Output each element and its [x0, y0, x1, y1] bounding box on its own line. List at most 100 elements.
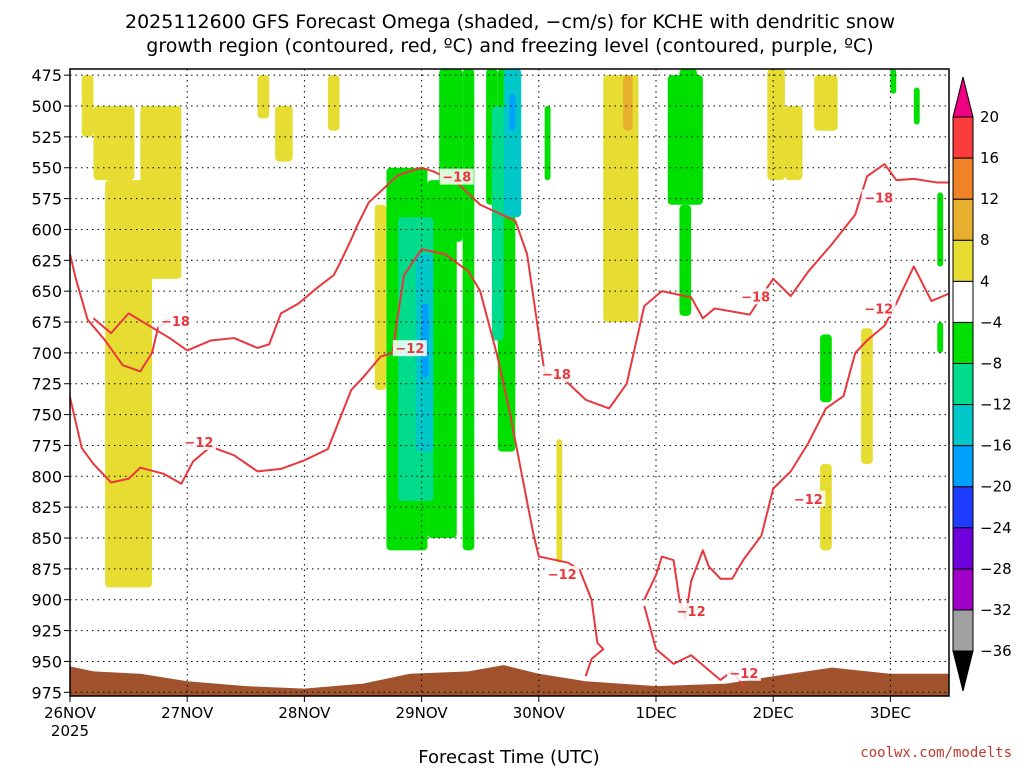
- x-axis-label: Forecast Time (UTC): [418, 747, 599, 768]
- omega-region-36: [509, 93, 516, 131]
- y-tick-label-17: 900: [31, 591, 62, 610]
- contour-label-4: −18: [864, 192, 893, 207]
- omega-region-10: [623, 75, 633, 131]
- contour-label-bg-2: [539, 366, 574, 383]
- y-tick-label-10: 725: [31, 375, 62, 394]
- colorbar-bin-6: [952, 362, 974, 406]
- contour-label-6: −12: [395, 342, 424, 357]
- y-tick-label-4: 575: [31, 190, 62, 209]
- y-tick-label-12: 775: [31, 436, 62, 455]
- contour-label-bg-5: [181, 433, 216, 450]
- colorbar-bin-10: [952, 198, 974, 241]
- colorbar-tick-0: −36: [980, 642, 1012, 660]
- colorbar-bin-1: [952, 568, 974, 611]
- dgz-contour-1: [69, 253, 171, 373]
- y-tick-label-6: 625: [31, 251, 62, 270]
- colorbar-bin-7: [952, 321, 974, 364]
- colorbar-tick-6: −12: [980, 396, 1012, 414]
- chart-title-line-1: 2025112600 GFS Forecast Omega (shaded, −…: [125, 11, 895, 33]
- x-tick-label-2: 28NOV: [278, 704, 331, 722]
- omega-region-1: [93, 106, 135, 181]
- colorbar-tick-7: −8: [980, 354, 1002, 372]
- y-tick-label-5: 600: [31, 220, 62, 239]
- omega-region-24: [820, 334, 832, 403]
- contour-label-bg-11: [861, 300, 896, 317]
- x-tick-label-5: 1DEC: [635, 704, 676, 722]
- y-tick-label-1: 500: [31, 97, 62, 116]
- omega-region-15: [861, 328, 873, 464]
- colorbar-bin-2: [952, 527, 974, 570]
- omega-region-34: [491, 106, 504, 341]
- colorbar-tick-11: 12: [980, 190, 999, 208]
- contour-label-bg-10: [791, 490, 826, 507]
- grid-lines: [70, 69, 949, 696]
- surface-terrain: [70, 665, 949, 696]
- y-axis: 475 500 525 550 575 600 625 650 675 700 725 750 775 8…: [31, 66, 70, 702]
- x-tick-label-6: 2DEC: [753, 704, 794, 722]
- colorbar-tick-5: −16: [980, 437, 1012, 455]
- omega-region-3: [140, 106, 182, 279]
- omega-region-7: [374, 204, 387, 390]
- contour-label-bg-3: [738, 288, 773, 305]
- x-tick-label-0: 26NOV: [44, 704, 97, 722]
- omega-region-5: [275, 106, 293, 162]
- contour-label-8: −12: [677, 605, 706, 620]
- omega-region-17: [462, 69, 475, 551]
- dgz-contour-3: [643, 265, 950, 620]
- surface-fill: [70, 665, 949, 696]
- colorbar-bin-11: [952, 157, 974, 200]
- omega-region-8: [556, 439, 563, 563]
- contour-label-7: −12: [548, 568, 577, 583]
- colorbar: −36 −32 −28 −24 −20 −16 −12 −8 −4 4 8 12 16 20: [952, 76, 1012, 692]
- colorbar-tick-8: −4: [980, 313, 1002, 331]
- dgz-contour-2: [69, 248, 605, 677]
- colorbar-bin-9: [952, 239, 974, 282]
- y-tick-label-8: 675: [31, 313, 62, 332]
- omega-region-28: [937, 322, 944, 353]
- y-tick-label-2: 525: [31, 128, 62, 147]
- colorbar-bin-12: [952, 116, 974, 159]
- y-tick-label-15: 850: [31, 529, 62, 548]
- colorbar-tick-13: 20: [980, 108, 999, 126]
- omega-region-6: [327, 75, 340, 131]
- omega-region-2: [105, 180, 153, 588]
- y-tick-label-19: 950: [31, 652, 62, 671]
- omega-region-33: [503, 69, 522, 218]
- colorbar-bin-4: [952, 445, 974, 488]
- contour-label-bg-6: [392, 340, 427, 357]
- colorbar-bin-3: [952, 486, 974, 529]
- contour-label-bg-8: [674, 603, 709, 620]
- omega-region-14: [820, 463, 832, 551]
- x-tick-label-1: 27NOV: [161, 704, 214, 722]
- x-tick-label-3: 29NOV: [396, 704, 449, 722]
- x-tick-sublabel-0: 2025: [51, 722, 89, 740]
- y-tick-label-14: 825: [31, 498, 62, 517]
- contour-label-1: −18: [442, 171, 471, 186]
- chart-title-line-2: growth region (contoured, red, ºC) and f…: [146, 35, 873, 57]
- contour-label-bg-9: [726, 664, 761, 681]
- contour-label-bg-0: [158, 313, 193, 330]
- x-tick-label-4: 30NOV: [513, 704, 566, 722]
- contour-label-2: −18: [542, 368, 571, 383]
- x-tick-label-7: 3DEC: [870, 704, 911, 722]
- y-tick-label-18: 925: [31, 622, 62, 641]
- colorbar-over-arrow: [952, 76, 974, 118]
- y-tick-label-11: 750: [31, 406, 62, 425]
- contour-label-9: −12: [729, 667, 758, 682]
- y-tick-label-20: 975: [31, 683, 62, 702]
- colorbar-tick-1: −32: [980, 601, 1012, 619]
- y-tick-label-3: 550: [31, 159, 62, 178]
- colorbar-under-arrow: [952, 650, 974, 692]
- colorbar-bin-0: [952, 609, 974, 652]
- y-tick-label-16: 875: [31, 560, 62, 579]
- colorbar-bin-5: [952, 404, 974, 447]
- contour-label-11: −12: [864, 303, 893, 318]
- colorbar-tick-9: 4: [980, 272, 990, 290]
- y-tick-label-9: 700: [31, 344, 62, 363]
- contour-label-5: −12: [184, 436, 213, 451]
- colorbar-tick-3: −24: [980, 519, 1012, 537]
- colorbar-bin-8: [952, 280, 974, 323]
- omega-region-30: [427, 180, 457, 539]
- y-tick-label-0: 475: [31, 66, 62, 85]
